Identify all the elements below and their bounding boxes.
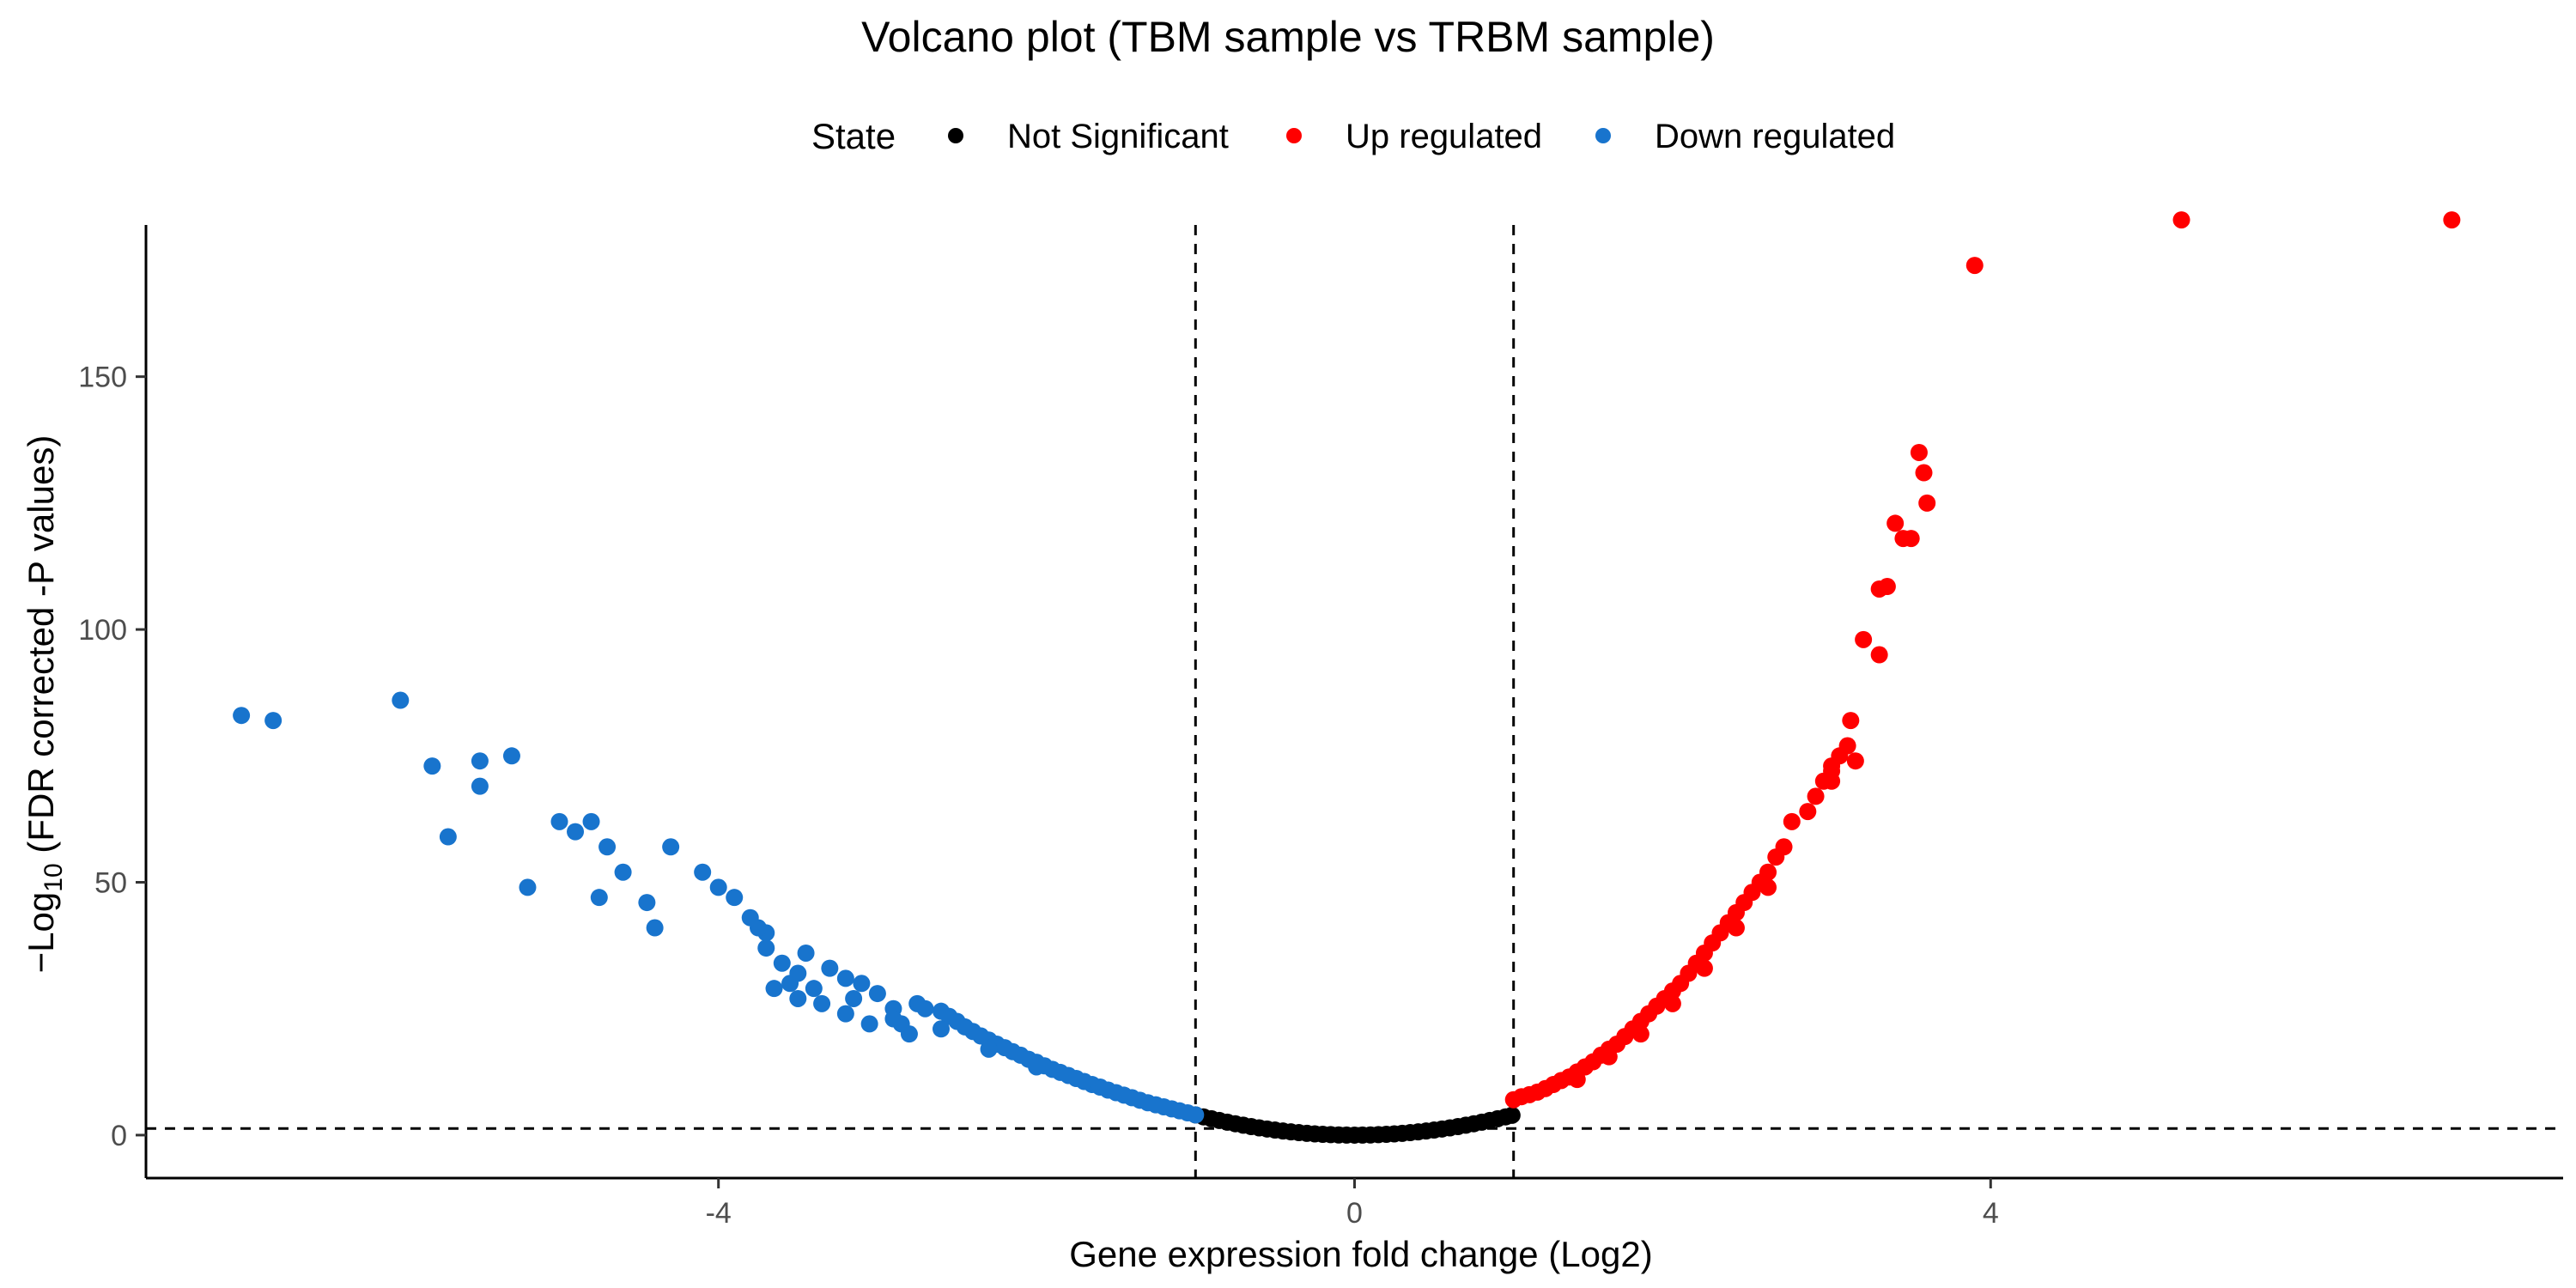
point-up-regulated bbox=[1838, 737, 1856, 755]
x-tick-label: 4 bbox=[1983, 1197, 1999, 1230]
point-up-regulated bbox=[1631, 1025, 1649, 1043]
point-down-regulated bbox=[471, 752, 489, 770]
point-up-regulated bbox=[1855, 630, 1873, 648]
point-down-regulated bbox=[439, 828, 457, 846]
point-down-regulated bbox=[845, 989, 863, 1007]
point-down-regulated bbox=[694, 863, 712, 881]
data-points bbox=[233, 211, 2461, 1144]
point-down-regulated bbox=[638, 894, 656, 912]
point-down-regulated bbox=[726, 889, 744, 907]
x-tick-label: 0 bbox=[1346, 1197, 1363, 1230]
point-up-regulated bbox=[1870, 646, 1888, 664]
point-up-regulated bbox=[1600, 1048, 1618, 1066]
point-down-regulated bbox=[1028, 1058, 1046, 1076]
legend-label-1: Up regulated bbox=[1346, 118, 1542, 155]
point-up-regulated bbox=[1759, 863, 1777, 881]
point-down-regulated bbox=[582, 812, 600, 830]
point-down-regulated bbox=[646, 919, 664, 937]
point-down-regulated bbox=[813, 994, 831, 1012]
point-down-regulated bbox=[773, 954, 791, 972]
legend-label-2: Down regulated bbox=[1655, 118, 1895, 155]
y-tick-label: 50 bbox=[94, 867, 127, 900]
point-up-regulated bbox=[1568, 1071, 1586, 1089]
point-down-regulated bbox=[980, 1040, 998, 1058]
y-axis-title-suffix: (FDR corrected -P values) bbox=[21, 435, 61, 864]
point-down-regulated bbox=[550, 812, 568, 830]
point-up-regulated bbox=[1918, 494, 1936, 512]
point-down-regulated bbox=[567, 823, 585, 841]
point-not-significant bbox=[1503, 1106, 1521, 1124]
point-down-regulated bbox=[884, 1010, 902, 1028]
legend-marker-1 bbox=[1286, 128, 1302, 143]
y-axis-title-subscript: 10 bbox=[39, 863, 68, 891]
point-down-regulated bbox=[471, 777, 489, 795]
y-tick-label: 0 bbox=[111, 1120, 127, 1152]
y-axis-title-prefix: −Log bbox=[21, 892, 61, 974]
y-tick-label: 100 bbox=[78, 614, 127, 647]
point-down-regulated bbox=[662, 838, 680, 856]
point-down-regulated bbox=[502, 747, 520, 765]
chart-title: Volcano plot (TBM sample vs TRBM sample) bbox=[861, 13, 1715, 61]
point-up-regulated bbox=[1727, 919, 1745, 937]
x-tick-label: -4 bbox=[706, 1197, 732, 1230]
point-down-regulated bbox=[233, 707, 251, 725]
point-up-regulated bbox=[1842, 712, 1860, 730]
point-down-regulated bbox=[860, 1015, 878, 1033]
axis-ticks: -4 0 4 0 50 100 150 bbox=[78, 361, 1998, 1230]
point-down-regulated bbox=[836, 969, 854, 987]
point-down-regulated bbox=[741, 908, 759, 927]
legend-label-0: Not Significant bbox=[1007, 118, 1229, 155]
reference-lines bbox=[146, 225, 2563, 1178]
x-axis-title: Gene expression fold change (Log2) bbox=[1069, 1234, 1652, 1274]
y-axis-title: −Log10 (FDR corrected -P values) bbox=[21, 435, 68, 974]
point-down-regulated bbox=[908, 994, 927, 1012]
legend: State Not Significant Up regulated Down re… bbox=[811, 116, 1895, 156]
point-up-regulated bbox=[1886, 514, 1905, 532]
point-down-regulated bbox=[868, 985, 886, 1003]
point-up-regulated bbox=[1663, 994, 1681, 1012]
point-down-regulated bbox=[789, 989, 807, 1007]
point-down-regulated bbox=[805, 980, 823, 998]
point-down-regulated bbox=[614, 863, 632, 881]
point-up-regulated bbox=[1799, 803, 1817, 821]
point-up-regulated bbox=[1775, 838, 1793, 856]
point-down-regulated bbox=[423, 757, 441, 775]
legend-marker-0 bbox=[948, 128, 963, 143]
point-down-regulated bbox=[757, 939, 775, 957]
point-up-regulated bbox=[1823, 772, 1841, 790]
point-up-regulated bbox=[1846, 752, 1864, 770]
point-up-regulated bbox=[1910, 443, 1928, 461]
point-up-regulated bbox=[1695, 959, 1713, 977]
point-down-regulated bbox=[932, 1002, 950, 1020]
point-down-regulated bbox=[821, 959, 839, 977]
point-up-regulated bbox=[1965, 257, 1984, 275]
point-up-regulated bbox=[1878, 578, 1896, 596]
point-up-regulated bbox=[2443, 211, 2461, 229]
point-up-regulated bbox=[1915, 464, 1933, 482]
point-up-regulated bbox=[2172, 211, 2190, 229]
point-down-regulated bbox=[519, 878, 537, 896]
point-down-regulated bbox=[264, 712, 283, 730]
y-tick-label: 150 bbox=[78, 361, 127, 394]
point-up-regulated bbox=[1759, 878, 1777, 896]
point-up-regulated bbox=[1783, 812, 1801, 830]
point-down-regulated bbox=[709, 878, 727, 896]
legend-marker-2 bbox=[1595, 128, 1611, 143]
point-up-regulated bbox=[1807, 787, 1825, 805]
point-up-regulated bbox=[1902, 530, 1920, 548]
point-down-regulated bbox=[590, 889, 608, 907]
point-down-regulated bbox=[392, 691, 410, 709]
point-down-regulated bbox=[789, 964, 807, 982]
point-down-regulated bbox=[932, 1020, 950, 1038]
legend-title: State bbox=[811, 116, 896, 156]
point-down-regulated bbox=[797, 944, 815, 962]
point-down-regulated bbox=[765, 980, 783, 998]
point-down-regulated bbox=[836, 1005, 854, 1023]
point-down-regulated bbox=[598, 838, 617, 856]
point-down-regulated bbox=[853, 975, 871, 993]
